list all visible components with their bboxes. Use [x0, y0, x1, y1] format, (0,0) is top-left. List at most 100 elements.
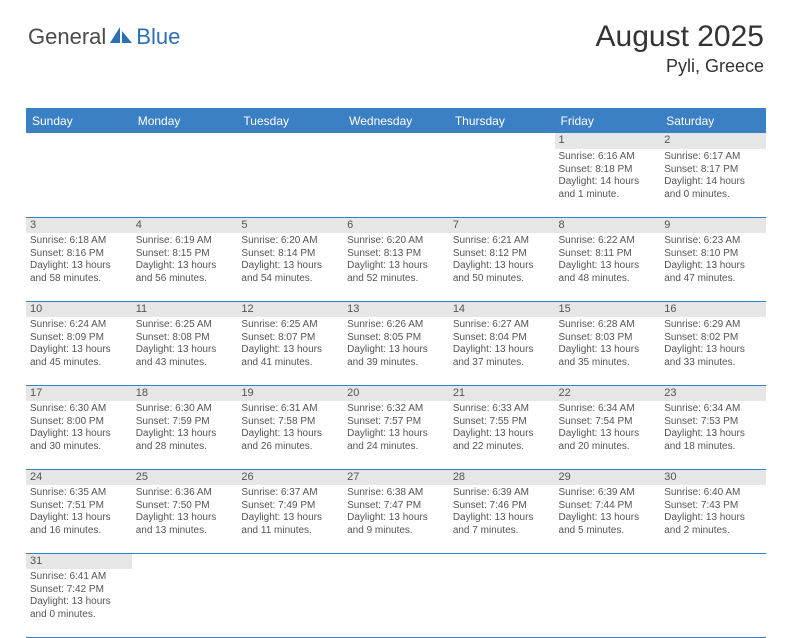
daylight-line2: and 7 minutes.	[453, 525, 551, 538]
sunset-line: Sunset: 8:15 PM	[136, 248, 234, 261]
day-number-cell: 21	[449, 385, 555, 401]
day-info-cell: Sunrise: 6:34 AMSunset: 7:53 PMDaylight:…	[660, 401, 766, 469]
daylight-line: Daylight: 13 hours	[559, 428, 657, 441]
logo: General Blue	[28, 24, 180, 50]
sunrise-line: Sunrise: 6:38 AM	[347, 487, 445, 500]
day-header: Thursday	[449, 109, 555, 134]
sunset-line: Sunset: 7:47 PM	[347, 500, 445, 513]
daylight-line2: and 16 minutes.	[30, 525, 128, 538]
day-number-cell: 14	[449, 301, 555, 317]
day-number-cell: 25	[132, 469, 238, 485]
sunrise-line: Sunrise: 6:20 AM	[241, 235, 339, 248]
daylight-line: Daylight: 13 hours	[241, 512, 339, 525]
sunset-line: Sunset: 8:10 PM	[664, 248, 762, 261]
daylight-line: Daylight: 13 hours	[30, 344, 128, 357]
daylight-line2: and 5 minutes.	[559, 525, 657, 538]
daylight-line2: and 56 minutes.	[136, 273, 234, 286]
sunset-line: Sunset: 8:16 PM	[30, 248, 128, 261]
day-header: Saturday	[660, 109, 766, 134]
sunrise-line: Sunrise: 6:18 AM	[30, 235, 128, 248]
daylight-line2: and 39 minutes.	[347, 357, 445, 370]
daylight-line: Daylight: 14 hours	[664, 176, 762, 189]
daylight-line: Daylight: 13 hours	[664, 428, 762, 441]
day-info-cell: Sunrise: 6:35 AMSunset: 7:51 PMDaylight:…	[26, 485, 132, 553]
sunset-line: Sunset: 8:11 PM	[559, 248, 657, 261]
day-number-cell: 7	[449, 217, 555, 233]
daylight-line: Daylight: 13 hours	[241, 260, 339, 273]
day-info-cell: Sunrise: 6:37 AMSunset: 7:49 PMDaylight:…	[237, 485, 343, 553]
daylight-line: Daylight: 13 hours	[559, 344, 657, 357]
sunset-line: Sunset: 8:18 PM	[559, 164, 657, 177]
day-number-cell: 16	[660, 301, 766, 317]
daylight-line: Daylight: 13 hours	[559, 260, 657, 273]
sunset-line: Sunset: 7:59 PM	[136, 416, 234, 429]
sunset-line: Sunset: 7:42 PM	[30, 584, 128, 597]
daylight-line: Daylight: 13 hours	[453, 428, 551, 441]
sunset-line: Sunset: 8:08 PM	[136, 332, 234, 345]
day-info-cell: Sunrise: 6:23 AMSunset: 8:10 PMDaylight:…	[660, 233, 766, 301]
daylight-line2: and 18 minutes.	[664, 441, 762, 454]
month-title: August 2025	[596, 20, 764, 54]
daylight-line2: and 37 minutes.	[453, 357, 551, 370]
day-number-cell: 6	[343, 217, 449, 233]
daylight-line: Daylight: 13 hours	[453, 344, 551, 357]
day-info-cell	[343, 149, 449, 217]
sunset-line: Sunset: 8:14 PM	[241, 248, 339, 261]
day-info-cell	[343, 569, 449, 637]
daylight-line2: and 24 minutes.	[347, 441, 445, 454]
daylight-line: Daylight: 13 hours	[136, 428, 234, 441]
sunset-line: Sunset: 7:43 PM	[664, 500, 762, 513]
day-number-row: 31	[26, 553, 766, 569]
daylight-line: Daylight: 13 hours	[347, 344, 445, 357]
sunset-line: Sunset: 8:02 PM	[664, 332, 762, 345]
day-number-cell: 11	[132, 301, 238, 317]
daylight-line2: and 9 minutes.	[347, 525, 445, 538]
calendar-table: SundayMondayTuesdayWednesdayThursdayFrid…	[26, 108, 766, 638]
sunset-line: Sunset: 8:05 PM	[347, 332, 445, 345]
day-number-cell	[343, 133, 449, 149]
daylight-line: Daylight: 13 hours	[347, 428, 445, 441]
day-header: Sunday	[26, 109, 132, 134]
day-info-cell	[555, 569, 661, 637]
day-number-cell: 30	[660, 469, 766, 485]
day-header: Wednesday	[343, 109, 449, 134]
daylight-line: Daylight: 13 hours	[136, 260, 234, 273]
day-info-cell: Sunrise: 6:22 AMSunset: 8:11 PMDaylight:…	[555, 233, 661, 301]
daylight-line: Daylight: 13 hours	[664, 512, 762, 525]
sunset-line: Sunset: 8:17 PM	[664, 164, 762, 177]
day-number-cell: 20	[343, 385, 449, 401]
daylight-line: Daylight: 13 hours	[241, 344, 339, 357]
daylight-line: Daylight: 13 hours	[453, 260, 551, 273]
day-number-cell: 3	[26, 217, 132, 233]
sunrise-line: Sunrise: 6:39 AM	[453, 487, 551, 500]
sail-icon	[108, 25, 134, 50]
day-info-cell: Sunrise: 6:16 AMSunset: 8:18 PMDaylight:…	[555, 149, 661, 217]
day-info-cell: Sunrise: 6:25 AMSunset: 8:07 PMDaylight:…	[237, 317, 343, 385]
day-number-cell: 27	[343, 469, 449, 485]
sunset-line: Sunset: 8:04 PM	[453, 332, 551, 345]
day-info-cell: Sunrise: 6:29 AMSunset: 8:02 PMDaylight:…	[660, 317, 766, 385]
daylight-line: Daylight: 13 hours	[30, 596, 128, 609]
day-number-cell	[555, 553, 661, 569]
sunrise-line: Sunrise: 6:23 AM	[664, 235, 762, 248]
day-number-cell: 24	[26, 469, 132, 485]
day-number-cell	[449, 133, 555, 149]
daylight-line2: and 20 minutes.	[559, 441, 657, 454]
day-info-cell: Sunrise: 6:32 AMSunset: 7:57 PMDaylight:…	[343, 401, 449, 469]
day-info-cell: Sunrise: 6:20 AMSunset: 8:13 PMDaylight:…	[343, 233, 449, 301]
day-info-cell: Sunrise: 6:31 AMSunset: 7:58 PMDaylight:…	[237, 401, 343, 469]
day-number-cell: 4	[132, 217, 238, 233]
day-number-cell	[343, 553, 449, 569]
day-info-cell: Sunrise: 6:20 AMSunset: 8:14 PMDaylight:…	[237, 233, 343, 301]
daylight-line: Daylight: 13 hours	[136, 344, 234, 357]
sunrise-line: Sunrise: 6:26 AM	[347, 319, 445, 332]
sunrise-line: Sunrise: 6:19 AM	[136, 235, 234, 248]
logo-text-blue: Blue	[136, 24, 180, 50]
day-number-cell	[660, 553, 766, 569]
day-number-cell: 2	[660, 133, 766, 149]
daylight-line2: and 45 minutes.	[30, 357, 128, 370]
day-info-row: Sunrise: 6:16 AMSunset: 8:18 PMDaylight:…	[26, 149, 766, 217]
day-number-cell: 15	[555, 301, 661, 317]
sunrise-line: Sunrise: 6:17 AM	[664, 151, 762, 164]
daylight-line: Daylight: 13 hours	[30, 512, 128, 525]
